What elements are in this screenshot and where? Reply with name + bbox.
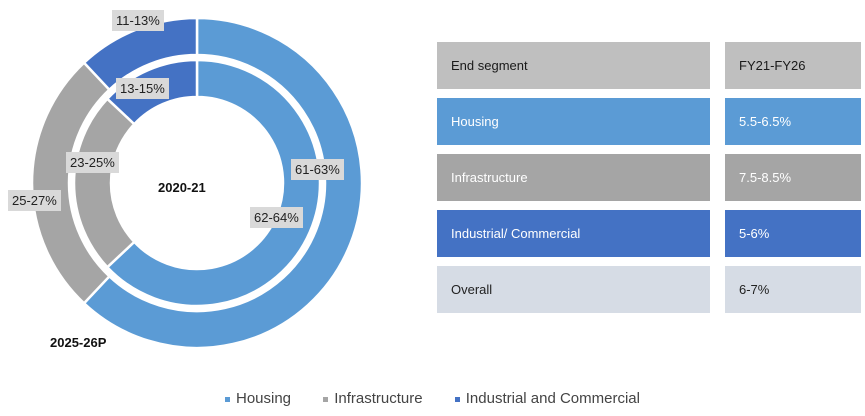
legend-item-housing: Housing [224, 390, 292, 407]
legend-label: Infrastructure [334, 390, 423, 407]
legend-swatch [323, 396, 329, 402]
inner-label-housing: 62-64% [250, 207, 303, 228]
segment-cell: Overall [437, 266, 710, 313]
legend-swatch [224, 396, 230, 402]
segment-cell: Housing [437, 98, 710, 145]
legend-swatch [454, 396, 460, 402]
legend-item-infrastructure: Infrastructure [323, 390, 423, 407]
double-donut-chart [30, 16, 364, 350]
outer-ring-slice-housing [82, 16, 364, 350]
outer-ring-year-label: 2025-26P [50, 335, 107, 350]
header-value-cell: FY21-FY26 [725, 42, 861, 89]
outer-label-infrastructure: 25-27% [8, 190, 61, 211]
segment-cell: Infrastructure [437, 154, 710, 201]
inner-label-infrastructure: 23-25% [66, 152, 119, 173]
growth-value-cell: 5-6% [725, 210, 861, 257]
legend-label: Industrial and Commercial [465, 390, 640, 407]
segment-cell: Industrial/ Commercial [437, 210, 710, 257]
growth-value-cell: 5.5-6.5% [725, 98, 861, 145]
outer-label-industrial-commercial: 11-13% [112, 10, 164, 31]
inner-label-industrial-commercial: 13-15% [116, 78, 169, 99]
outer-ring-slice-industrial-and-commercial [82, 16, 199, 92]
inner-ring-slice-housing [105, 58, 322, 308]
growth-value-cell: 6-7% [725, 266, 861, 313]
outer-label-housing: 61-63% [291, 159, 344, 180]
inner-ring-year-label: 2020-21 [158, 180, 206, 195]
growth-value-cell: 7.5-8.5% [725, 154, 861, 201]
chart-legend: Housing Infrastructure Industrial and Co… [0, 390, 865, 407]
header-segment-cell: End segment [437, 42, 710, 89]
legend-item-industrial-commercial: Industrial and Commercial [454, 390, 640, 407]
legend-label: Housing [235, 390, 292, 407]
